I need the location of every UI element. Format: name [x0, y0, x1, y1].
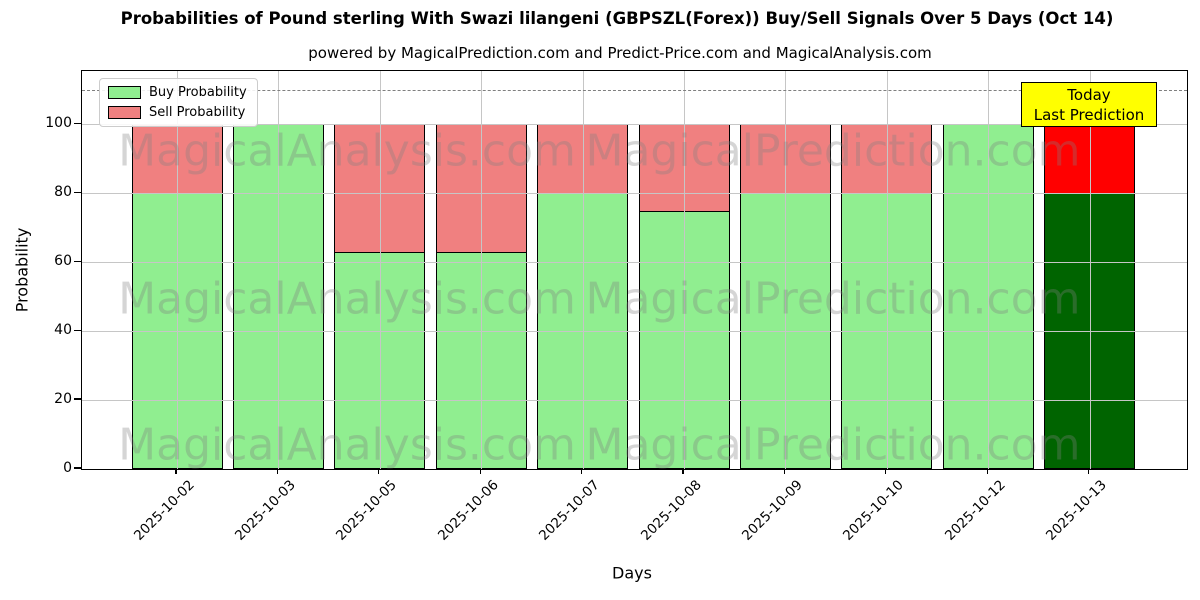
legend-item-buy: Buy Probability	[108, 85, 247, 100]
chart-subtitle: powered by MagicalPrediction.com and Pre…	[308, 44, 932, 62]
x-tick-label: 2025-10-08	[637, 477, 705, 544]
gridline-vertical	[379, 71, 381, 469]
gridline-vertical	[278, 71, 280, 469]
chart-title: Probabilities of Pound sterling With Swa…	[120, 9, 1114, 28]
y-tick-label: 20	[54, 391, 72, 408]
sell-swatch-icon	[108, 106, 141, 119]
x-tick-label: 2025-10-07	[536, 477, 603, 544]
gridline-horizontal	[82, 331, 1187, 333]
legend-sell-label: Sell Probability	[149, 105, 246, 120]
y-tick-label: 100	[45, 115, 72, 132]
legend: Buy Probability Sell Probability	[99, 78, 258, 127]
gridline-horizontal	[82, 193, 1187, 195]
legend-buy-label: Buy Probability	[149, 85, 247, 100]
y-tick-mark	[74, 398, 81, 400]
dashed-threshold-line	[82, 89, 1187, 91]
x-tick-label: 2025-10-02	[130, 477, 198, 544]
x-tick-mark	[783, 468, 786, 474]
x-tick-label: 2025-10-10	[840, 477, 908, 544]
x-tick-mark	[1088, 468, 1090, 474]
x-tick-label: 2025-10-06	[434, 477, 502, 544]
x-tick-mark	[276, 468, 279, 474]
x-tick-mark	[479, 468, 481, 474]
x-tick-label: 2025-10-13	[1043, 477, 1110, 544]
x-tick-label: 2025-10-05	[333, 477, 401, 544]
y-tick-mark	[74, 260, 81, 262]
legend-item-sell: Sell Probability	[108, 105, 247, 120]
y-tick-mark	[74, 467, 81, 469]
y-tick-label: 80	[54, 184, 72, 201]
gridline-vertical	[1089, 71, 1091, 469]
x-tick-mark	[175, 468, 177, 474]
gridline-vertical	[886, 71, 888, 469]
today-annotation-line1: Today	[1067, 85, 1111, 104]
today-annotation: Today Last Prediction	[1021, 82, 1157, 127]
y-tick-label: 40	[54, 322, 72, 339]
gridline-vertical	[177, 71, 178, 469]
x-tick-mark	[682, 468, 684, 474]
x-tick-mark	[986, 468, 988, 474]
gridline-horizontal	[82, 400, 1187, 402]
y-tick-label: 0	[63, 460, 72, 476]
x-tick-label: 2025-10-03	[231, 477, 299, 544]
x-tick-mark	[581, 468, 583, 474]
y-tick-mark	[74, 122, 81, 125]
gridline-vertical	[785, 71, 787, 469]
today-annotation-line2: Last Prediction	[1033, 105, 1145, 124]
buy-swatch-icon	[108, 86, 141, 99]
y-tick-label: 60	[54, 253, 72, 270]
gridline-vertical	[582, 71, 584, 469]
x-tick-mark	[885, 468, 887, 474]
y-tick-mark	[74, 329, 81, 331]
x-tick-mark	[378, 468, 380, 474]
x-axis-label: Days	[612, 563, 652, 583]
y-tick-mark	[74, 191, 81, 194]
plot-area: MagicalAnalysis.com MagicalPrediction.com…	[81, 70, 1188, 471]
gridline-vertical	[684, 71, 685, 469]
gridline-horizontal	[82, 124, 1187, 126]
x-tick-label: 2025-10-09	[738, 477, 806, 544]
x-tick-label: 2025-10-12	[941, 477, 1009, 544]
gridline-vertical	[481, 71, 483, 469]
gridline-horizontal	[82, 262, 1187, 264]
gridline-vertical	[988, 71, 990, 469]
